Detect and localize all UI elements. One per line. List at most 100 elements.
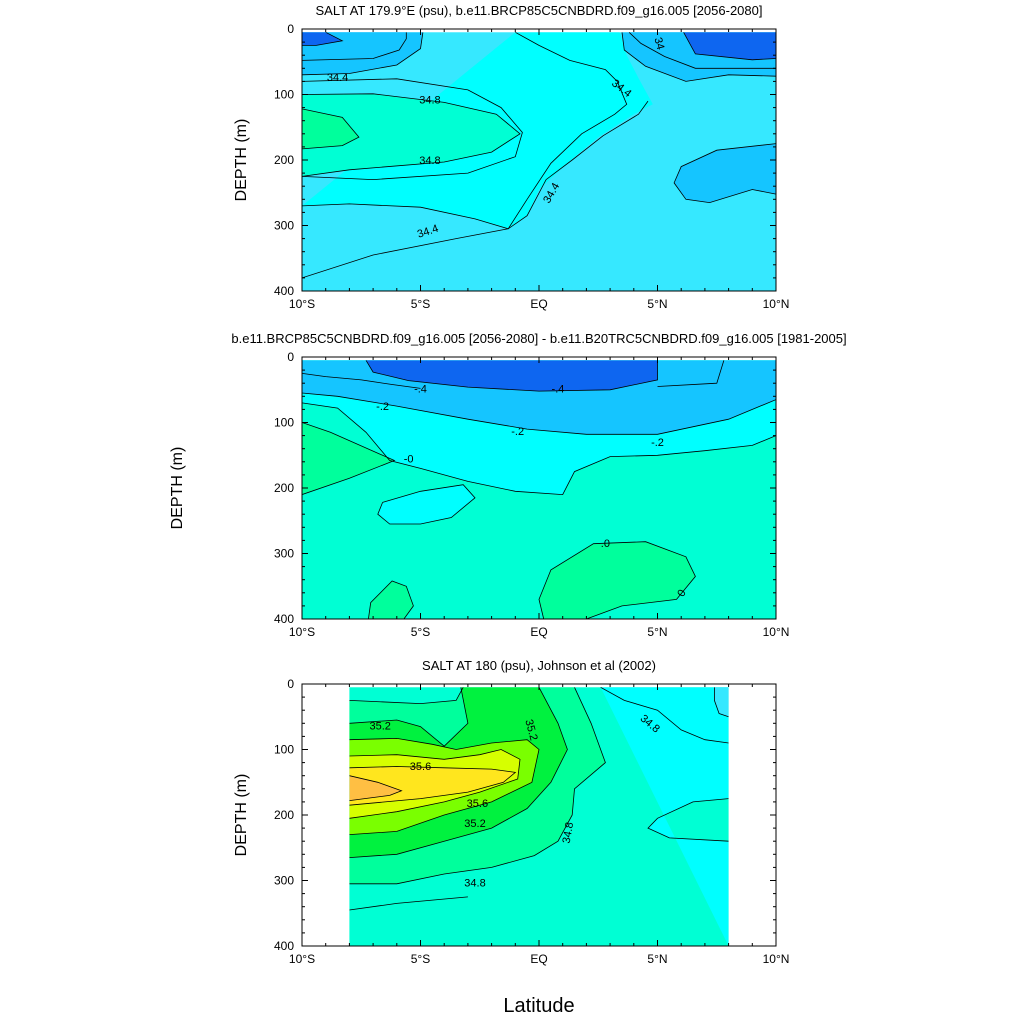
contour-line	[628, 32, 776, 69]
y-axis-label: DEPTH (m)	[169, 447, 186, 530]
contour-fill-region	[302, 32, 343, 46]
contour-line	[714, 687, 729, 718]
x-tick-label: 10°N	[763, 952, 790, 966]
contour-label: -.4	[552, 383, 565, 395]
contour-line	[600, 687, 729, 744]
contour-label: -0	[404, 454, 414, 466]
x-tick-label: 5°N	[647, 625, 667, 639]
contour-line	[302, 422, 396, 495]
contour-fill-region	[683, 32, 776, 60]
contour-fill-region	[600, 687, 729, 946]
contour-line	[302, 32, 344, 46]
contour-line	[349, 687, 606, 885]
contour-line	[349, 737, 540, 835]
x-tick-label: 10°S	[289, 297, 315, 311]
y-tick-label: 0	[287, 350, 294, 364]
x-tick-label: 5°N	[647, 952, 667, 966]
contour-line	[302, 373, 421, 389]
contour-line	[302, 32, 407, 61]
y-tick-label: 400	[274, 284, 294, 298]
contour-label: 35.6	[410, 761, 431, 773]
contour-line	[349, 896, 468, 911]
contour-label: 34.8	[561, 821, 577, 844]
panel-salinity-difference: -.4 -.4 -.2 -.2 -.2 -0 .0 0 10°S 5°S EQ 5°N 10°N 0 100…	[169, 331, 847, 639]
contour-label: -.2	[511, 426, 524, 438]
contour-line	[302, 100, 649, 279]
contour-label: 35.2	[522, 718, 539, 742]
contour-label: 34.4	[327, 72, 348, 84]
contour-fill-region	[539, 541, 696, 619]
contour-plot-area: 35.235.635.635.234.835.234.834.834.8	[349, 687, 755, 946]
contour-label: 34.8	[419, 95, 440, 107]
panel-title: SALT AT 179.9°E (psu), b.e11.BRCP85C5CNB…	[316, 3, 763, 18]
contour-fill-region	[368, 581, 414, 619]
contour-label: 35.6	[467, 798, 488, 810]
x-tick-label: 5°S	[411, 952, 430, 966]
y-tick-label: 300	[274, 219, 294, 233]
contour-fill-region	[302, 108, 359, 149]
x-tick-label: 5°N	[647, 297, 667, 311]
contour-fill-region	[366, 360, 658, 392]
contour-fill-region	[377, 484, 475, 524]
contour-line	[377, 484, 476, 525]
contour-line	[302, 392, 776, 435]
contour-label: .0	[601, 538, 610, 550]
contour-line	[349, 687, 568, 858]
contour-label: -.2	[376, 401, 389, 413]
contour-fill-region	[302, 422, 395, 495]
x-tick-label: 10°N	[763, 297, 790, 311]
y-tick-label: 0	[287, 677, 294, 691]
y-tick-label: 200	[274, 808, 294, 822]
y-tick-label: 0	[287, 22, 294, 36]
x-tick-label: EQ	[530, 625, 547, 639]
contour-label: -.4	[414, 383, 427, 395]
panel-title: b.e11.BRCP85C5CNBDRD.f09_g16.005 [2056-2…	[231, 331, 846, 346]
contour-line	[302, 93, 521, 177]
contour-line	[349, 775, 403, 801]
contour-fill-region	[302, 93, 520, 177]
contour-line	[349, 766, 517, 806]
contour-line	[673, 143, 776, 204]
contour-line	[368, 580, 414, 619]
contour-line	[647, 798, 729, 842]
x-tick-label: EQ	[530, 297, 547, 311]
y-tick-label: 200	[274, 481, 294, 495]
contour-label: 34.8	[464, 877, 485, 889]
y-tick-label: 200	[274, 153, 294, 167]
x-tick-label: 5°S	[411, 297, 430, 311]
y-axis-label: DEPTH (m)	[233, 774, 250, 857]
contour-line	[349, 687, 464, 705]
contour-label: 35.2	[369, 720, 390, 732]
x-tick-label: 10°N	[763, 625, 790, 639]
contour-label: 34.8	[419, 155, 440, 167]
panel-observed-salinity: 35.235.635.635.234.835.234.834.834.810°S…	[233, 658, 789, 966]
contour-line	[538, 541, 696, 619]
contour-label: 0	[675, 588, 688, 599]
contour-label: -.2	[651, 437, 664, 449]
y-tick-label: 300	[274, 874, 294, 888]
contour-label: 34	[652, 36, 667, 51]
contour-line	[302, 402, 776, 496]
contour-line	[657, 360, 725, 387]
y-tick-label: 400	[274, 612, 294, 626]
contour-plot-area: 34.434.834.834.434.434.434	[302, 32, 776, 291]
contour-fill-region	[349, 766, 516, 806]
contour-line	[621, 32, 776, 82]
contour-line	[302, 78, 523, 181]
contour-line	[302, 108, 360, 150]
contour-line	[302, 32, 424, 76]
contour-line	[365, 360, 658, 392]
x-tick-label: 10°S	[289, 952, 315, 966]
contour-label: 35.2	[464, 818, 485, 830]
contour-label: 34.8	[731, 765, 755, 782]
contour-fill-region	[349, 775, 402, 801]
y-tick-label: 100	[274, 416, 294, 430]
contour-plot-area: -.4 -.4 -.2 -.2 -.2 -0 .0 0	[302, 360, 776, 619]
contour-line	[683, 32, 776, 61]
x-tick-label: 5°S	[411, 625, 430, 639]
panel-title: SALT AT 180 (psu), Johnson et al (2002)	[422, 658, 656, 673]
y-axis-label: DEPTH (m)	[233, 119, 250, 202]
x-axis-label-latitude: Latitude	[503, 995, 574, 1017]
